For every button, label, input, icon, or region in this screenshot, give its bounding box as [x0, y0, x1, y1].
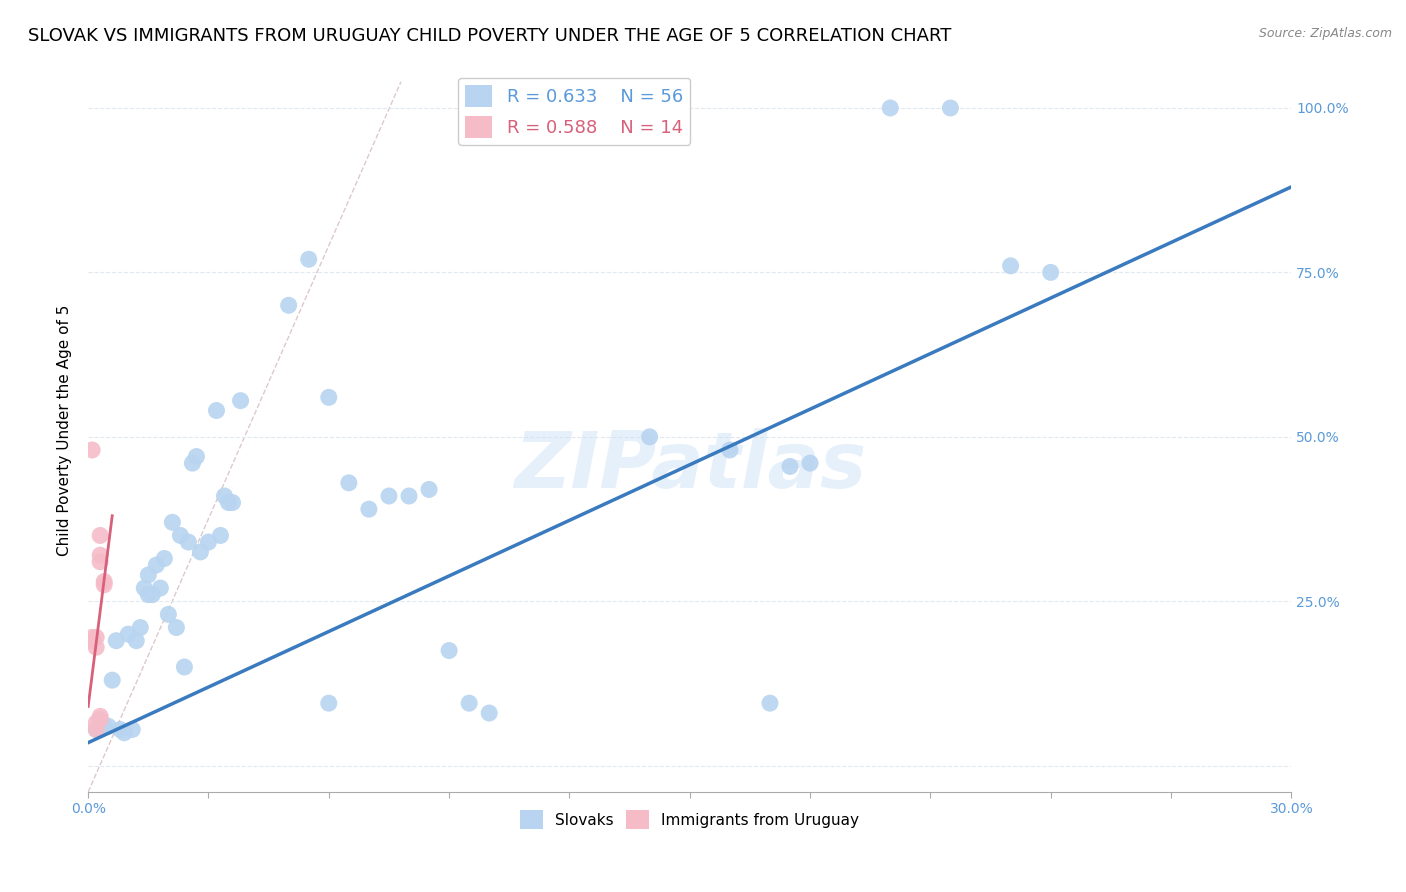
Point	[229, 393, 252, 408]
Point	[93, 574, 115, 589]
Point	[169, 528, 191, 542]
Point	[93, 578, 115, 592]
Point	[398, 489, 420, 503]
Legend: Slovaks, Immigrants from Uruguay: Slovaks, Immigrants from Uruguay	[515, 804, 866, 835]
Point	[181, 456, 204, 470]
Point	[82, 631, 104, 645]
Point	[221, 495, 243, 509]
Point	[153, 551, 176, 566]
Point	[134, 581, 156, 595]
Point	[218, 495, 240, 509]
Point	[89, 548, 111, 562]
Point	[190, 545, 212, 559]
Point	[89, 555, 111, 569]
Point	[84, 723, 107, 737]
Point	[84, 723, 107, 737]
Point	[141, 588, 163, 602]
Point	[478, 706, 501, 720]
Point	[205, 403, 228, 417]
Point	[209, 528, 232, 542]
Point	[177, 535, 200, 549]
Point	[779, 459, 801, 474]
Point	[357, 502, 380, 516]
Point	[418, 483, 440, 497]
Point	[89, 528, 111, 542]
Point	[638, 430, 661, 444]
Point	[318, 390, 340, 404]
Point	[121, 723, 143, 737]
Y-axis label: Child Poverty Under the Age of 5: Child Poverty Under the Age of 5	[58, 304, 72, 556]
Point	[939, 101, 962, 115]
Point	[82, 633, 104, 648]
Point	[125, 633, 148, 648]
Point	[89, 713, 111, 727]
Point	[437, 643, 460, 657]
Point	[799, 456, 821, 470]
Point	[186, 450, 208, 464]
Point	[173, 660, 195, 674]
Point	[458, 696, 481, 710]
Point	[1000, 259, 1022, 273]
Point	[298, 252, 321, 267]
Point	[105, 633, 128, 648]
Point	[89, 713, 111, 727]
Text: SLOVAK VS IMMIGRANTS FROM URUGUAY CHILD POVERTY UNDER THE AGE OF 5 CORRELATION C: SLOVAK VS IMMIGRANTS FROM URUGUAY CHILD …	[28, 27, 952, 45]
Point	[157, 607, 180, 622]
Point	[93, 719, 115, 733]
Point	[110, 723, 132, 737]
Point	[378, 489, 401, 503]
Point	[337, 475, 360, 490]
Point	[89, 709, 111, 723]
Point	[1039, 265, 1062, 279]
Point	[318, 696, 340, 710]
Point	[84, 715, 107, 730]
Point	[112, 725, 135, 739]
Text: Source: ZipAtlas.com: Source: ZipAtlas.com	[1258, 27, 1392, 40]
Point	[82, 442, 104, 457]
Point	[197, 535, 219, 549]
Point	[149, 581, 172, 595]
Point	[214, 489, 236, 503]
Point	[145, 558, 167, 572]
Point	[759, 696, 782, 710]
Point	[162, 516, 184, 530]
Point	[101, 673, 124, 688]
Point	[136, 568, 159, 582]
Point	[718, 442, 741, 457]
Point	[84, 631, 107, 645]
Point	[165, 621, 187, 635]
Point	[129, 621, 152, 635]
Text: ZIPatlas: ZIPatlas	[513, 428, 866, 504]
Point	[97, 719, 120, 733]
Point	[879, 101, 901, 115]
Point	[84, 640, 107, 655]
Point	[277, 298, 299, 312]
Point	[136, 588, 159, 602]
Point	[117, 627, 139, 641]
